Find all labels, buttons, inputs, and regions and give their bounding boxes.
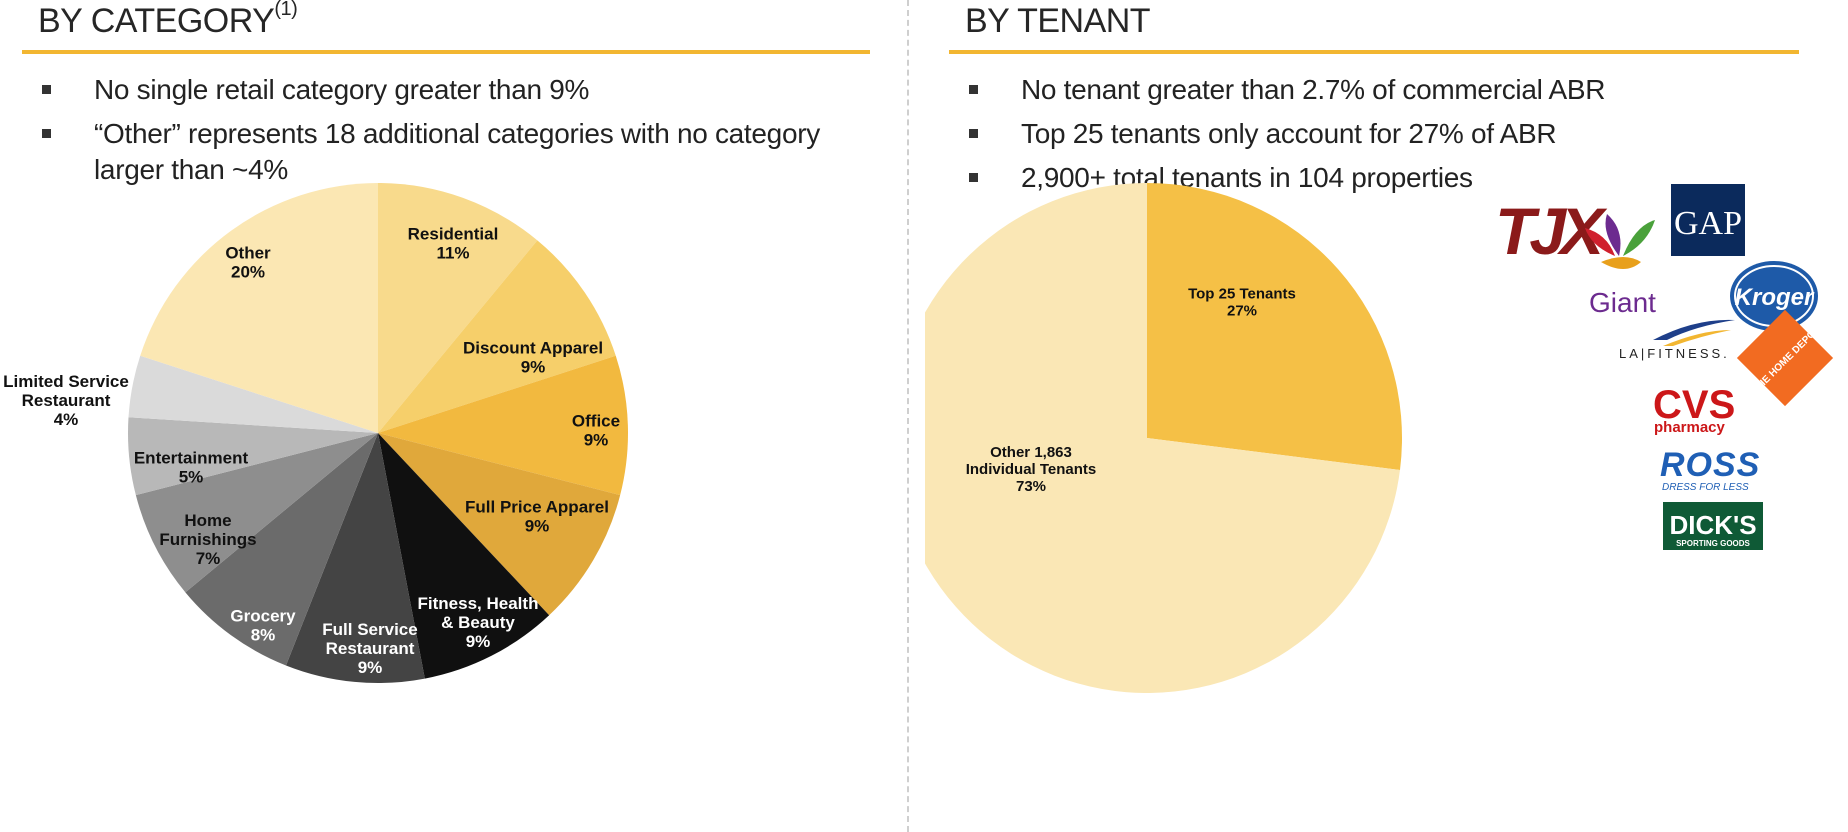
tenant-heading: BY TENANT (965, 2, 1151, 40)
pie-slice-full-service-restaurant (285, 433, 425, 683)
la-fitness-swoosh-accent-icon (1663, 330, 1731, 346)
category-heading: BY CATEGORY(1) (38, 0, 298, 41)
pie-label-fitness-health-beauty: Fitness, Health & Beauty 9% (418, 594, 539, 651)
category-bullets: No single retail category greater than 9… (38, 72, 858, 196)
category-heading-footnote: (1) (274, 0, 298, 20)
pie-label-grocery: Grocery 8% (230, 606, 296, 644)
tenant-pie-chart: Top 25 Tenants 27% Other 1,863 Individual T… (925, 183, 1402, 693)
tenant-panel: BY TENANT No tenant greater than 2.7% of… (925, 0, 1848, 832)
category-panel: BY CATEGORY(1) No single retail category… (0, 0, 900, 832)
dicks-logo-box (1663, 502, 1763, 550)
pie-label-discount-apparel: Discount Apparel 9% (463, 338, 603, 376)
bullet-mark (969, 129, 978, 138)
tenant-logos: TJX GAP Giant Kroger LA|FITNESS. CVS pha… (1495, 184, 1834, 550)
pie-label-top-25-tenants: Top 25 Tenants 27% (1188, 286, 1296, 320)
pie-label-other: Other 20% (225, 243, 271, 281)
pie-slice-residential (378, 183, 538, 433)
pie-slice-other (140, 183, 378, 433)
ross-tagline: DRESS FOR LESS (1662, 482, 1749, 493)
pie-label-entertainment: Entertainment 5% (134, 448, 249, 486)
kroger-logo-oval (1730, 261, 1818, 331)
tjx-logo: TJX (1495, 194, 1608, 268)
bullet-item: No tenant greater than 2.7% of commercia… (965, 72, 1825, 108)
gap-logo-box (1671, 184, 1745, 256)
pie-slice-grocery (185, 433, 378, 666)
bullet-item: Top 25 tenants only account for 27% of A… (965, 116, 1825, 152)
pie-slice-entertainment (128, 417, 378, 496)
category-heading-text: BY CATEGORY (38, 2, 275, 40)
bullet-mark (42, 129, 51, 138)
pie-label-full-service-restaurant: Full Service Restaurant 9% (322, 620, 417, 677)
pie-slice-discount-apparel (378, 240, 616, 433)
pie-slice-full-price-apparel (378, 433, 621, 616)
bullet-text: No single retail category greater than 9… (94, 74, 590, 105)
pie-slice-office (378, 355, 628, 496)
tenant-bullets: No tenant greater than 2.7% of commercia… (965, 72, 1825, 204)
la-fitness-logo: LA|FITNESS. (1619, 346, 1730, 361)
tenant-heading-rule (949, 50, 1799, 54)
pie-slice-fitness-health-beauty (378, 433, 550, 679)
pie-label-office: Office 9% (572, 411, 620, 449)
panel-divider (907, 0, 909, 832)
ross-logo: ROSS (1660, 446, 1760, 484)
bullet-text: “Other” represents 18 additional categor… (94, 118, 820, 185)
pie-slice-other-1-863-individual-tenants (925, 183, 1400, 693)
cvs-pharmacy-text: pharmacy (1654, 419, 1726, 436)
bullet-text: 2,900+ total tenants in 104 properties (1021, 162, 1473, 193)
pie-label-residential: Residential 11% (408, 224, 499, 262)
cvs-logo: CVS (1653, 383, 1735, 427)
bullet-mark (969, 85, 978, 94)
bullet-mark (969, 173, 978, 182)
pie-label-full-price-apparel: Full Price Apparel 9% (465, 497, 609, 535)
dicks-tagline: SPORTING GOODS (1676, 539, 1750, 548)
category-pie-chart: Residential 11% Discount Apparel 9% Office 9%… (3, 183, 628, 683)
bullet-text: Top 25 tenants only account for 27% of A… (1021, 118, 1557, 149)
bullet-item: “Other” represents 18 additional categor… (38, 116, 858, 188)
category-heading-rule (22, 50, 870, 54)
la-fitness-swoosh-icon (1653, 319, 1735, 340)
pie-label-home-furnishings: Home Furnishings 7% (159, 511, 256, 568)
dicks-logo: DICK'S (1669, 510, 1756, 540)
bullet-text: No tenant greater than 2.7% of commercia… (1021, 74, 1606, 105)
bullet-item: No single retail category greater than 9… (38, 72, 858, 108)
pie-slice-top-25-tenants (1147, 183, 1402, 470)
giant-logo: Giant (1589, 287, 1656, 318)
gap-logo: GAP (1674, 205, 1742, 242)
pie-slice-home-furnishings (135, 433, 378, 593)
bullet-mark (42, 85, 51, 94)
pie-label-other-1-863-individual-tenants: Other 1,863 Individual Tenants 73% (966, 444, 1097, 495)
home-depot-logo-box (1736, 309, 1834, 407)
pie-label-limited-service-restaurant: Limited Service Restaurant 4% (3, 372, 129, 429)
giant-flower-icon (1585, 214, 1655, 269)
bullet-item: 2,900+ total tenants in 104 properties (965, 160, 1825, 196)
kroger-logo: Kroger (1735, 284, 1815, 311)
pie-slice-limited-service-restaurant (128, 355, 378, 433)
